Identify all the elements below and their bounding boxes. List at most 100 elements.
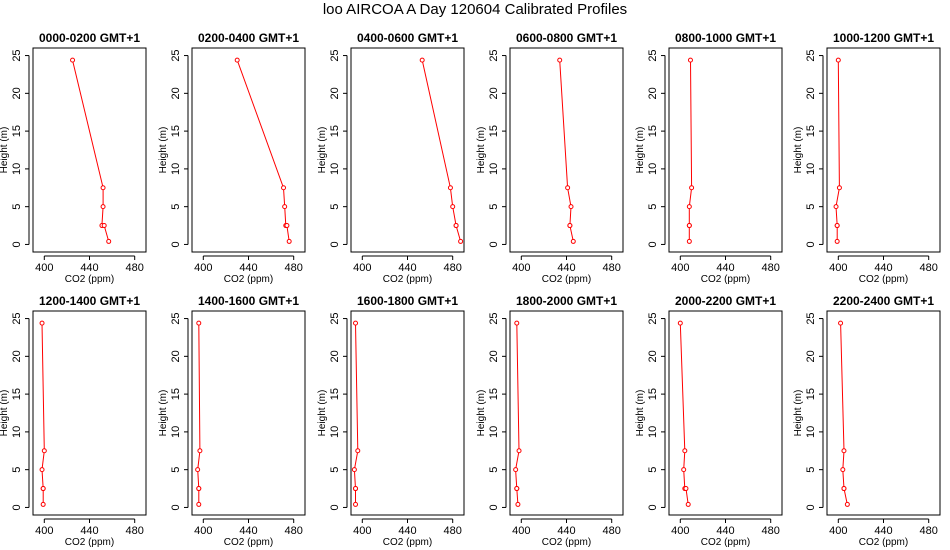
data-point: [281, 185, 287, 191]
y-tick-label: 5: [329, 204, 341, 210]
panel-title: 0200-0400 GMT+1: [198, 31, 299, 45]
data-point: [568, 204, 574, 210]
y-tick-label: 20: [488, 87, 500, 99]
y-tick-label: 0: [329, 241, 341, 247]
y-tick-label: 10: [805, 426, 817, 438]
profile-panel: 0600-0800 GMT+1 400 440 480 CO2 (ppm) 0 5 10 15 2…: [476, 31, 624, 285]
y-tick-label: 10: [11, 163, 23, 175]
y-axis-label: Height (m): [635, 127, 646, 174]
panel-title: 1200-1400 GMT+1: [39, 294, 140, 308]
panel-title: 1400-1600 GMT+1: [198, 294, 299, 308]
x-axis-label: CO2 (ppm): [859, 274, 908, 285]
x-tick-label: 480: [126, 525, 144, 537]
data-point: [40, 486, 46, 492]
x-tick-label: 440: [398, 262, 416, 274]
profile-panel: 1400-1600 GMT+1 400 440 480 CO2 (ppm) 0 5 10 15 2…: [158, 294, 306, 548]
y-tick-label: 0: [11, 241, 23, 247]
panel-title: 0000-0200 GMT+1: [39, 31, 140, 45]
y-tick-label: 20: [805, 350, 817, 362]
data-point: [840, 467, 846, 473]
data-point: [514, 320, 520, 326]
y-tick-label: 5: [329, 467, 341, 473]
x-tick-label: 480: [920, 262, 938, 274]
data-point: [353, 320, 359, 326]
y-tick-label: 5: [805, 204, 817, 210]
y-tick-label: 20: [11, 350, 23, 362]
data-point: [196, 501, 202, 507]
y-axis-label: Height (m): [793, 127, 804, 174]
data-point: [40, 501, 46, 507]
y-axis-label: Height (m): [793, 390, 804, 437]
plot-frame: [826, 310, 941, 516]
y-tick-label: 20: [170, 87, 182, 99]
y-axis-label: Height (m): [0, 127, 10, 174]
y-axis-label: Height (m): [317, 390, 328, 437]
y-tick-label: 0: [488, 241, 500, 247]
data-point: [836, 185, 842, 191]
panel-title: 2200-2400 GMT+1: [833, 294, 934, 308]
y-tick-label: 25: [488, 312, 500, 324]
y-tick-label: 0: [11, 504, 23, 510]
data-point: [39, 320, 45, 326]
x-tick-label: 440: [80, 525, 98, 537]
data-point: [419, 57, 425, 63]
y-tick-label: 10: [647, 426, 659, 438]
data-point: [567, 223, 573, 229]
y-tick-label: 5: [647, 204, 659, 210]
y-tick-label: 15: [647, 125, 659, 137]
y-tick-label: 15: [11, 388, 23, 400]
profile-panel: 0800-1000 GMT+1 400 440 480 CO2 (ppm) 0 5 10 15 2…: [635, 31, 783, 285]
x-tick-label: 400: [829, 525, 847, 537]
y-tick-label: 0: [488, 504, 500, 510]
y-tick-label: 10: [488, 163, 500, 175]
profile-panel: 2200-2400 GMT+1 400 440 480 CO2 (ppm) 0 5 10 15 2…: [793, 294, 941, 548]
plot-frame: [668, 310, 783, 516]
x-tick-label: 400: [353, 262, 371, 274]
data-point: [686, 223, 692, 229]
data-point: [689, 185, 695, 191]
data-point: [284, 223, 290, 229]
y-tick-label: 0: [647, 504, 659, 510]
x-tick-label: 480: [920, 525, 938, 537]
x-tick-label: 440: [80, 262, 98, 274]
data-point: [514, 486, 520, 492]
data-point: [516, 448, 522, 454]
data-point: [196, 486, 202, 492]
data-point: [458, 238, 464, 244]
x-axis-label: CO2 (ppm): [859, 537, 908, 548]
data-point: [841, 448, 847, 454]
panel-title: 0800-1000 GMT+1: [675, 31, 776, 45]
y-axis-label: Height (m): [476, 390, 487, 437]
x-tick-label: 480: [603, 262, 621, 274]
data-point: [686, 204, 692, 210]
data-point: [355, 448, 361, 454]
data-point: [101, 223, 107, 229]
plot-frame: [509, 310, 624, 516]
x-tick-label: 480: [126, 262, 144, 274]
data-point: [351, 467, 357, 473]
y-tick-label: 10: [170, 426, 182, 438]
y-tick-label: 20: [329, 350, 341, 362]
y-tick-label: 20: [647, 87, 659, 99]
x-axis-label: CO2 (ppm): [65, 537, 114, 548]
data-point: [39, 467, 45, 473]
x-axis-label: CO2 (ppm): [224, 537, 273, 548]
series-line: [559, 60, 574, 242]
y-tick-label: 20: [647, 350, 659, 362]
data-point: [834, 223, 840, 229]
y-tick-label: 0: [805, 504, 817, 510]
data-point: [196, 320, 202, 326]
y-axis-label: Height (m): [476, 127, 487, 174]
x-tick-label: 400: [671, 525, 689, 537]
data-point: [447, 185, 453, 191]
series-line: [515, 323, 520, 505]
y-tick-label: 15: [11, 125, 23, 137]
data-point: [453, 223, 459, 229]
data-point: [282, 204, 288, 210]
data-point: [197, 448, 203, 454]
series-line: [353, 323, 359, 505]
y-tick-label: 20: [488, 350, 500, 362]
x-axis-label: CO2 (ppm): [65, 274, 114, 285]
data-point: [353, 501, 359, 507]
panel-title: 1800-2000 GMT+1: [516, 294, 617, 308]
